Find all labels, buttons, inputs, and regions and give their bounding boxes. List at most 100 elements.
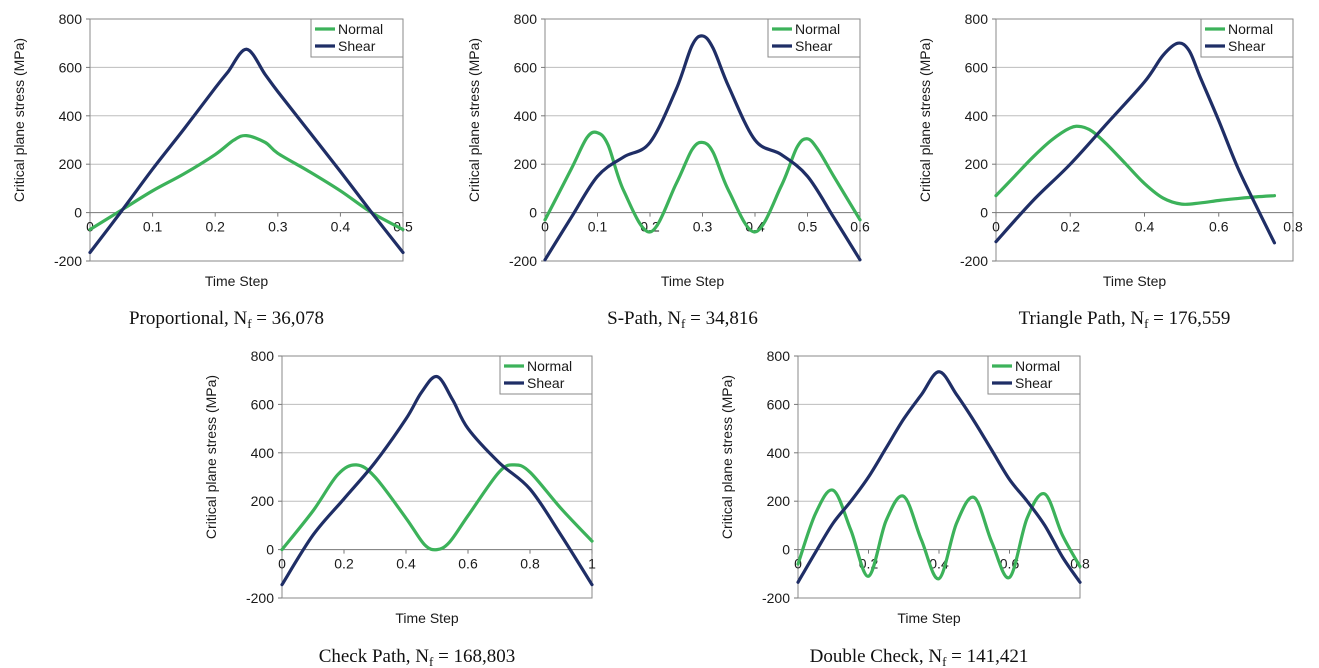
y-tick-label: 800 <box>767 348 791 364</box>
x-axis-title: Time Step <box>661 273 724 289</box>
x-tick-label: 0.4 <box>396 556 416 572</box>
y-axis-title: Critical plane stress (MPa) <box>719 375 735 539</box>
legend-label-normal: Normal <box>795 21 840 37</box>
legend-box <box>767 18 861 58</box>
chart-caption: Check Path, Nf = 168,803 <box>319 646 516 668</box>
plot-frame <box>281 355 593 599</box>
chart-caption: S-Path, Nf = 34,816 <box>607 308 758 331</box>
y-tick-label: 800 <box>251 348 275 364</box>
chart-caption: Triangle Path, Nf = 176,559 <box>1019 308 1231 331</box>
y-tick-label: -200 <box>54 253 82 269</box>
y-tick-label: 0 <box>74 205 82 221</box>
series-line-shear <box>796 370 1082 584</box>
x-tick-label: 0 <box>86 219 94 235</box>
x-tick-label: 0.5 <box>798 219 818 235</box>
x-tick-label: 0.6 <box>850 219 870 235</box>
legend-label-shear: Shear <box>1015 375 1053 391</box>
y-tick-label: -200 <box>509 253 537 269</box>
x-axis-title: Time Step <box>395 610 458 626</box>
y-tick-label: 800 <box>59 11 83 27</box>
x-tick-label: 0 <box>992 219 1000 235</box>
legend-label-normal: Normal <box>527 358 572 374</box>
y-tick-label: 400 <box>767 445 791 461</box>
y-tick-label: -200 <box>246 590 274 606</box>
series-line-normal <box>280 463 594 552</box>
chart-svg: -200 0 200 400 600 800 0 0.2 0.4 0.6 0.8 NormalShea… <box>917 11 1303 331</box>
chart-svg: -200 0 200 400 600 800 0 0.1 0.2 0.3 0.4 0.5 NormalS… <box>11 11 413 331</box>
y-tick-label: 200 <box>59 156 83 172</box>
y-axis-title: Critical plane stress (MPa) <box>203 375 219 539</box>
x-tick-label: 0.8 <box>520 556 540 572</box>
legend-label-shear: Shear <box>795 38 833 54</box>
chart-panel-double-check: -200 0 200 400 600 800 0 0.2 0.4 0.6 0.8 Normal Shea… <box>708 336 1128 668</box>
y-tick-label: 0 <box>782 542 790 558</box>
plot-frame <box>995 18 1294 262</box>
x-tick-label: 0.2 <box>1061 219 1081 235</box>
y-axis-title: Critical plane stress (MPa) <box>917 38 933 202</box>
y-tick-label: 0 <box>980 205 988 221</box>
series-line-normal <box>994 124 1277 206</box>
x-tick-label: 0.2 <box>334 556 354 572</box>
chart-panel-proportional: -200 0 200 400 600 800 0 0.1 0.2 0.3 0.4 0.5 Normal S… <box>0 0 420 331</box>
legend-label-normal: Normal <box>1015 358 1060 374</box>
y-tick-label: 600 <box>59 59 83 75</box>
legend-label-shear: Shear <box>338 38 376 54</box>
x-tick-label: 0 <box>278 556 286 572</box>
chart-svg: -200 0 200 400 600 800 0 0.2 0.4 0.6 0.8 1 NormalShe… <box>203 348 596 668</box>
series-line-shear <box>543 34 862 262</box>
legend-box <box>987 355 1081 395</box>
plot-frame <box>797 355 1081 599</box>
chart-panel-s-path: -200 0 200 400 600 800 0 0.1 0.2 0.3 0.4 0.5 0.6 Norm… <box>455 0 875 331</box>
y-tick-label: 600 <box>767 396 791 412</box>
y-axis-title: Critical plane stress (MPa) <box>11 38 27 202</box>
series-line-normal <box>543 130 862 234</box>
series-line-normal <box>88 133 405 232</box>
y-tick-label: 800 <box>514 11 538 27</box>
x-tick-label: 0.3 <box>268 219 288 235</box>
x-tick-label: 1 <box>588 556 596 572</box>
y-tick-label: 400 <box>514 108 538 124</box>
y-tick-label: 0 <box>529 205 537 221</box>
legend-label-normal: Normal <box>338 21 383 37</box>
plot-frame <box>89 18 404 262</box>
y-axis-title: Critical plane stress (MPa) <box>466 38 482 202</box>
series-line-shear <box>994 41 1277 245</box>
legend-box <box>310 18 404 58</box>
x-tick-label: 0.5 <box>393 219 413 235</box>
legend-box <box>499 355 593 395</box>
x-tick-label: 0.4 <box>1135 219 1155 235</box>
y-tick-label: 400 <box>251 445 275 461</box>
x-tick-label: 0.3 <box>693 219 713 235</box>
chart-caption: Double Check, Nf = 141,421 <box>810 646 1029 668</box>
y-tick-label: 600 <box>514 59 538 75</box>
y-tick-label: 800 <box>965 11 989 27</box>
legend-label-normal: Normal <box>1228 21 1273 37</box>
y-tick-label: 0 <box>266 542 274 558</box>
y-tick-label: -200 <box>960 253 988 269</box>
y-tick-label: 200 <box>965 156 989 172</box>
y-tick-label: 600 <box>965 59 989 75</box>
y-tick-label: 400 <box>965 108 989 124</box>
legend-box <box>1200 18 1294 58</box>
y-tick-label: 200 <box>514 156 538 172</box>
chart-caption: Proportional, Nf = 36,078 <box>129 308 324 331</box>
x-tick-label: 0.6 <box>458 556 478 572</box>
x-axis-title: Time Step <box>205 273 268 289</box>
legend-label-shear: Shear <box>1228 38 1266 54</box>
x-tick-label: 0.8 <box>1283 219 1303 235</box>
y-tick-label: 200 <box>251 493 275 509</box>
x-axis-title: Time Step <box>1103 273 1166 289</box>
chart-panel-check-path: -200 0 200 400 600 800 0 0.2 0.4 0.6 0.8 1 Normal She… <box>203 336 648 668</box>
x-tick-label: 0.1 <box>588 219 608 235</box>
x-tick-label: 0.6 <box>1209 219 1229 235</box>
y-tick-label: 600 <box>251 396 275 412</box>
x-tick-label: 0.4 <box>331 219 351 235</box>
series-line-shear <box>280 374 594 587</box>
y-tick-label: 400 <box>59 108 83 124</box>
plot-frame <box>544 18 861 262</box>
x-tick-label: 0.2 <box>205 219 225 235</box>
x-axis-title: Time Step <box>897 610 960 626</box>
y-tick-label: 200 <box>767 493 791 509</box>
x-tick-label: 0.1 <box>143 219 163 235</box>
